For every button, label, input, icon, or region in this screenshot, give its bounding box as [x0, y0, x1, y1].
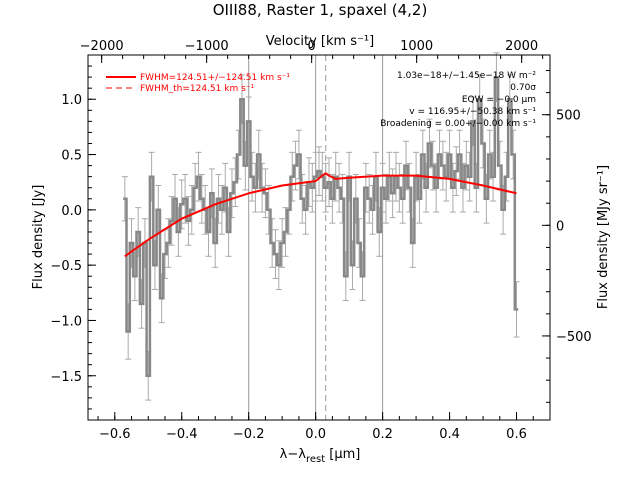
- y-axis-ticks: −1.5 −1.0 −0.5 0.0 0.5 1.0: [50, 65, 96, 410]
- chart-title: OIII88, Raster 1, spaxel (4,2): [213, 1, 428, 19]
- right-axis-ticks: −500 0 500: [542, 69, 592, 403]
- error-bars: [121, 52, 520, 401]
- y-axis-label-right: Flux density [MJy sr⁻¹]: [596, 165, 611, 309]
- legend: FWHM=124.51+/−124.51 km s⁻¹ FWHM_th=124.…: [106, 73, 290, 94]
- flux-data-series: [123, 75, 519, 378]
- legend-label-fwhm: FWHM=124.51+/−124.51 km s⁻¹: [140, 73, 290, 83]
- annotation-eqw: EQW = −0.0 μm: [462, 95, 536, 105]
- y-tick-label: 1.0: [61, 93, 82, 108]
- x-tick-label: −0.6: [99, 427, 131, 442]
- y-tick-label: 0.5: [61, 149, 82, 164]
- x-tick-label: 0.2: [372, 427, 393, 442]
- top-tick-label: 0: [308, 39, 316, 54]
- right-tick-label: 500: [556, 109, 581, 124]
- top-axis-label: Velocity [km s⁻¹]: [266, 34, 374, 49]
- top-tick-label: 1000: [400, 39, 433, 54]
- x-tick-label: −0.4: [166, 427, 198, 442]
- annotation-flux: 1.03e−18+/−1.45e−18 W m⁻²: [397, 71, 536, 81]
- y-tick-label: 0.0: [61, 204, 82, 219]
- annotation-sigma: 0.70σ: [510, 83, 536, 93]
- x-tick-label: 0.0: [305, 427, 326, 442]
- reference-lines: [248, 55, 384, 420]
- plot-frame: [87, 54, 551, 421]
- annotation-broadening: Broadening = 0.00+/−0.00 km s⁻¹: [380, 119, 536, 129]
- y-tick-label: −0.5: [50, 259, 82, 274]
- top-tick-label: −1000: [185, 39, 229, 54]
- right-tick-label: 0: [556, 219, 564, 234]
- top-tick-label: 2000: [505, 39, 538, 54]
- legend-label-fwhm-th: FWHM_th=124.51 km s⁻¹: [140, 84, 255, 94]
- top-tick-label: −2000: [80, 39, 124, 54]
- x-axis-ticks: −0.6 −0.4 −0.2 0.0 0.2 0.4 0.6: [97, 412, 534, 442]
- x-tick-label: −0.2: [233, 427, 265, 442]
- fit-annotations: 1.03e−18+/−1.45e−18 W m⁻² 0.70σ EQW = −0…: [380, 71, 536, 129]
- x-axis-label: λ−λrest [μm]: [280, 447, 361, 465]
- top-axis-ticks: −2000 −1000 0 1000 2000: [80, 39, 544, 63]
- y-tick-label: −1.0: [50, 314, 82, 329]
- y-tick-label: −1.5: [50, 370, 82, 385]
- annotation-velocity: v = 116.95+/−50.38 km s⁻¹: [409, 107, 536, 117]
- right-tick-label: −500: [556, 330, 592, 345]
- x-tick-label: 0.4: [439, 427, 460, 442]
- y-axis-label-left: Flux density [Jy]: [31, 185, 46, 290]
- x-tick-label: 0.6: [506, 427, 527, 442]
- fit-line: [124, 172, 517, 258]
